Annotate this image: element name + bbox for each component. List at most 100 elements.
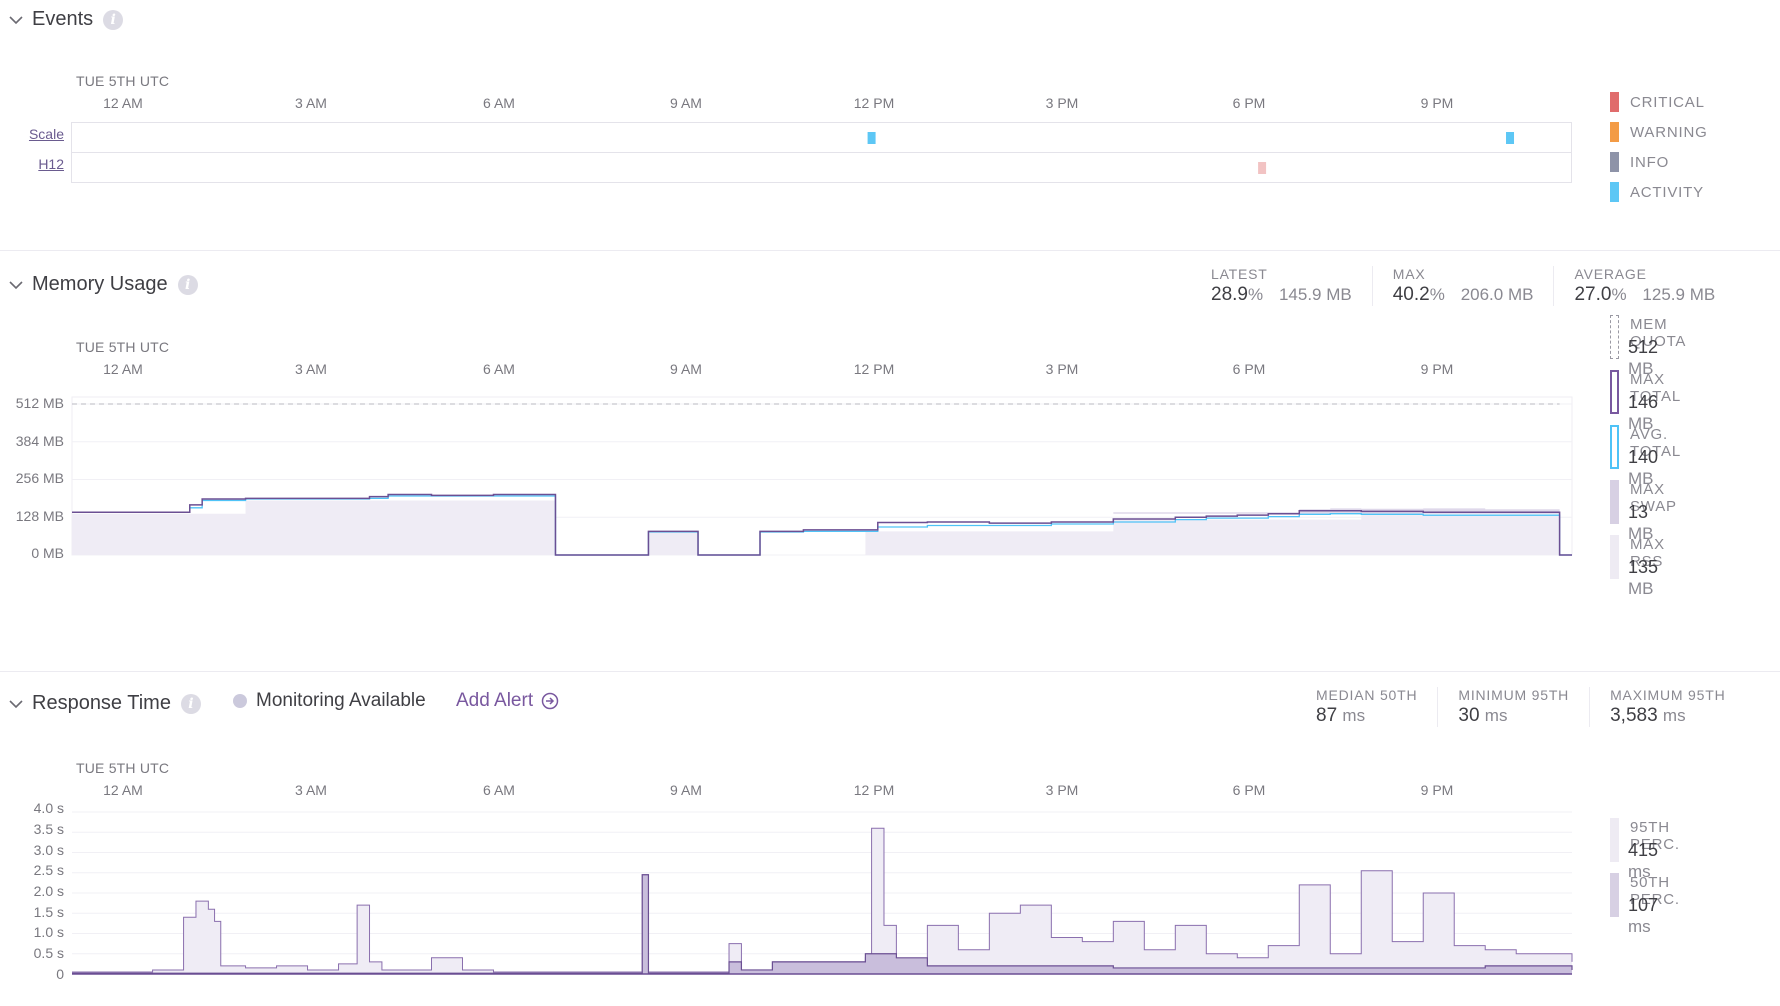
y-tick: 3.0 s [33, 842, 64, 858]
stat-value: 30 ms [1458, 705, 1508, 726]
memory-chart [71, 396, 1573, 556]
time-tick: 9 AM [670, 95, 702, 111]
y-tick: 384 MB [15, 433, 64, 449]
event-mark-activity[interactable] [1506, 132, 1515, 144]
stat-pct: 40.2 [1392, 284, 1430, 305]
response-header[interactable]: Response Time i [8, 692, 201, 715]
time-tick: 3 AM [295, 95, 327, 111]
timezone-label: TUE 5TH UTC [76, 73, 170, 89]
info-icon[interactable]: i [177, 274, 198, 295]
legend-value: 13 MB [1628, 502, 1654, 543]
legend-label: 95TH PERC. [1630, 819, 1680, 853]
stat-pct-unit: % [1247, 285, 1264, 304]
arrow-circle-right-icon [541, 692, 559, 710]
legend-label: MAX SWAP [1630, 481, 1677, 515]
time-tick: 6 AM [483, 361, 515, 377]
series-max-total [72, 493, 1572, 556]
y-tick: 4.0 s [33, 800, 64, 816]
legend-label: MEM QUOTA [1630, 316, 1687, 350]
y-tick: 1.0 s [33, 924, 64, 940]
y-tick: 0 [56, 966, 64, 982]
stat-label: LATEST [1211, 266, 1268, 282]
events-timeline [71, 122, 1572, 183]
response-chart [72, 811, 1573, 975]
stat-value: 27.0% 125.9 MB [1574, 284, 1715, 306]
legend-label: ACTIVITY [1630, 184, 1704, 201]
response-title: Response Time [32, 692, 171, 714]
stat-label: AVERAGE [1574, 266, 1647, 282]
info-icon[interactable]: i [180, 693, 201, 714]
legend-value: 512 MB [1628, 337, 1659, 378]
legend-label: INFO [1630, 154, 1670, 171]
time-tick: 9 AM [670, 361, 702, 377]
monitoring-status: Monitoring Available [233, 690, 426, 712]
info-icon[interactable]: i [103, 9, 124, 30]
stat-value: 87 ms [1316, 705, 1366, 726]
stat-mb: 145.9 [1278, 285, 1322, 304]
time-tick: 6 AM [483, 95, 515, 111]
stat-latest: LATEST 28.9% 145.9 MB [1191, 266, 1372, 306]
avg-total-swatch [1610, 425, 1619, 469]
time-tick: 12 AM [103, 361, 143, 377]
stat-label: MAXIMUM 95TH [1610, 687, 1726, 703]
chevron-down-icon[interactable] [8, 277, 24, 293]
stat-median-50th: MEDIAN 50TH 87 ms [1296, 687, 1437, 727]
stat-pct-unit: % [1429, 285, 1445, 304]
warning-swatch [1610, 122, 1619, 142]
stat-mb-unit-text: MB [1689, 285, 1716, 304]
time-tick: 6 PM [1232, 95, 1266, 111]
events-header[interactable]: Events i [8, 8, 124, 31]
legend-label: MAX RSS [1630, 536, 1665, 570]
time-tick: 12 AM [103, 95, 143, 111]
legend-value: 135 MB [1628, 557, 1659, 598]
memory-section: Memory Usage i LATEST 28.9% 145.9 MB MAX… [0, 251, 1780, 672]
stat-mb-unit-text: MB [1326, 285, 1352, 304]
critical-swatch [1610, 92, 1619, 112]
legend-value: 415 ms [1628, 840, 1659, 881]
stat-value: 28.9% 145.9 MB [1211, 284, 1352, 306]
stat-mb-unit-text: MB [1507, 285, 1534, 304]
memory-header[interactable]: Memory Usage i [8, 273, 198, 296]
monitoring-label: Monitoring Available [256, 690, 426, 711]
response-stats: MEDIAN 50TH 87 ms MINIMUM 95TH 30 ms MAX… [1296, 687, 1745, 727]
legend-label: AVG. TOTAL [1630, 426, 1681, 460]
y-tick: 128 MB [15, 508, 64, 524]
legend-value: 146 MB [1628, 392, 1659, 433]
time-tick: 3 AM [295, 782, 327, 798]
stat-max: MAX 40.2% 206.0 MB [1371, 266, 1554, 306]
event-mark-activity[interactable] [867, 132, 876, 144]
chevron-down-icon[interactable] [8, 12, 24, 28]
add-alert-link[interactable]: Add Alert [456, 690, 559, 712]
y-tick: 3.5 s [33, 821, 64, 837]
time-tick: 12 PM [853, 95, 895, 111]
stat-minimum-95th: MINIMUM 95TH 30 ms [1437, 687, 1589, 727]
stat-mb: 206.0 [1460, 285, 1504, 304]
max-swap-swatch [1610, 480, 1619, 524]
p95-swatch [1610, 818, 1619, 862]
legend-label: MAX TOTAL [1630, 371, 1681, 405]
series-95th-area [72, 828, 1572, 974]
stat-label: MINIMUM 95TH [1458, 687, 1570, 703]
y-tick: 0 MB [31, 545, 64, 561]
event-row-link-scale[interactable]: Scale [28, 126, 64, 142]
memory-stats: LATEST 28.9% 145.9 MB MAX 40.2% 206.0 MB… [1191, 266, 1735, 306]
time-tick: 6 AM [483, 782, 515, 798]
time-tick: 3 PM [1045, 782, 1079, 798]
stat-label: MAX [1392, 266, 1426, 282]
stat-value: 3,583 ms [1610, 705, 1686, 726]
activity-swatch [1610, 182, 1619, 202]
max-total-swatch [1610, 370, 1619, 414]
event-mark-critical[interactable] [1258, 162, 1267, 174]
chevron-down-icon[interactable] [8, 696, 24, 712]
time-tick: 6 PM [1232, 782, 1266, 798]
memory-title: Memory Usage [32, 273, 168, 295]
stat-pct-unit: % [1611, 285, 1627, 304]
stat-value: 40.2% 206.0 MB [1393, 284, 1534, 306]
stat-mb: 125.9 [1642, 285, 1685, 304]
status-dot-icon [233, 694, 247, 708]
time-tick: 6 PM [1232, 361, 1266, 377]
event-row-link-h12[interactable]: H12 [38, 156, 64, 172]
events-section: Events i TUE 5TH UTC 12 AM 3 AM 6 AM 9 A… [0, 0, 1780, 251]
time-tick: 9 PM [1420, 95, 1454, 111]
time-tick: 9 AM [670, 782, 702, 798]
